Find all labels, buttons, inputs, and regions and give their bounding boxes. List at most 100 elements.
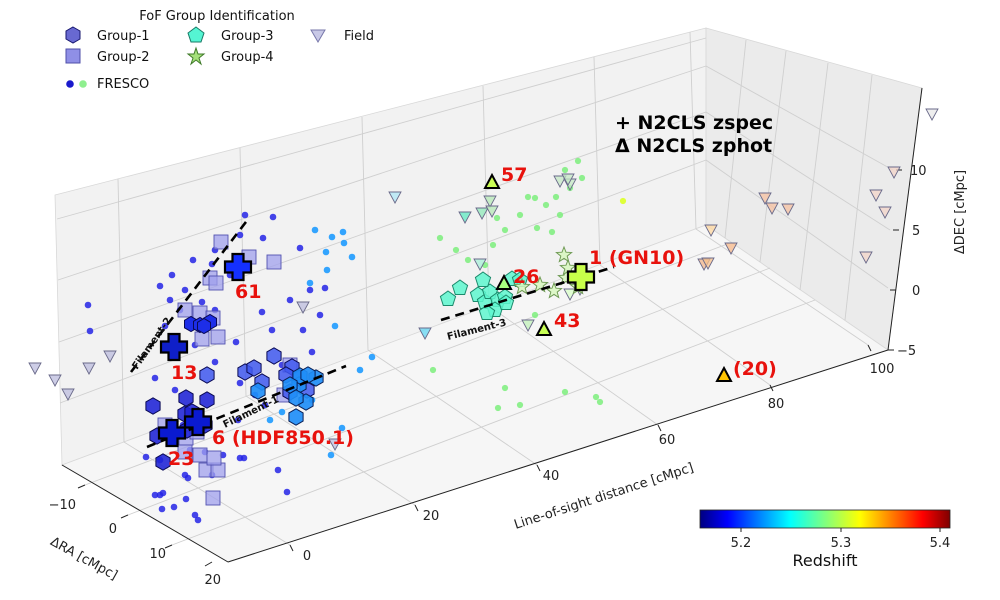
fresco-point <box>234 416 242 424</box>
colorbar-label: Redshift <box>793 551 858 570</box>
fresco-point <box>452 246 460 254</box>
y-tick-label: 0 <box>303 549 311 564</box>
fresco-point <box>524 193 532 201</box>
legend-title: FoF Group Identification <box>139 9 295 24</box>
colorbar-tick-label: 5.4 <box>930 536 951 551</box>
group-3-marker <box>497 294 515 310</box>
fresco-point <box>236 379 244 387</box>
fresco-point <box>493 214 501 222</box>
fresco-point <box>592 393 600 401</box>
zphot-triangle-marker <box>483 172 501 189</box>
fresco-point <box>316 311 324 319</box>
fresco-point <box>339 228 347 236</box>
source-label: 43 <box>554 310 580 332</box>
fresco-point <box>166 296 174 304</box>
fresco-point <box>296 244 304 252</box>
fresco-point <box>171 386 179 394</box>
fresco-point <box>189 256 197 264</box>
zspec-cross-marker <box>183 407 213 437</box>
fresco-point <box>561 388 569 396</box>
z-tick-label: −5 <box>897 344 916 359</box>
legend-group-4-label: Group-4 <box>221 50 274 65</box>
fresco-point <box>501 226 509 234</box>
z-tick-label: 10 <box>910 164 927 179</box>
field-marker <box>458 211 472 224</box>
tick-marks <box>77 169 902 567</box>
n2cls-sources <box>157 172 733 448</box>
fresco-point <box>274 466 282 474</box>
legend-group-1-marker <box>65 26 81 44</box>
fresco-point <box>84 301 92 309</box>
y-axis-line <box>227 349 889 563</box>
group-2-marker <box>205 490 221 506</box>
fresco-point <box>181 286 189 294</box>
y-axis-label: Line-of-sight distance [cMpc] <box>512 461 695 533</box>
legend-group-2-marker <box>65 48 81 64</box>
source-labels: 57 26 43 (20) 1 (GN10) 61 13 6 (HDF850.1… <box>168 164 777 470</box>
fresco-point <box>574 157 582 165</box>
group-1-marker <box>145 397 161 415</box>
fresco-point <box>436 234 444 242</box>
zphot-triangle-marker <box>535 319 553 336</box>
group-2-marker <box>177 444 193 460</box>
legend-group-3-label: Group-3 <box>221 29 274 44</box>
source-label: 26 <box>513 266 539 288</box>
legend-group-1-label: Group-1 <box>97 29 150 44</box>
group-1-marker <box>246 359 262 377</box>
x-axis-label: ΔRA [cMpc] <box>48 534 120 583</box>
group-1-marker <box>288 408 304 426</box>
fresco-point <box>86 327 94 335</box>
fresco-point <box>368 353 376 361</box>
field-marker <box>473 258 487 271</box>
group-1-marker <box>282 376 298 394</box>
fresco-point <box>182 495 190 503</box>
fresco-point <box>286 296 294 304</box>
group-4-marker <box>513 277 531 295</box>
legend-fresco-blue-dot <box>66 80 74 88</box>
group-3-marker <box>439 290 457 306</box>
fresco-point <box>501 384 509 392</box>
y-tick-label: 60 <box>659 433 676 448</box>
fresco-point <box>548 228 556 236</box>
colorbar-gradient <box>699 509 951 529</box>
field-marker <box>28 362 42 375</box>
source-label: 13 <box>171 362 197 384</box>
source-label: 61 <box>235 281 261 303</box>
field-marker <box>925 108 939 121</box>
group-1-marker <box>288 389 304 407</box>
fresco-point <box>170 503 178 511</box>
field-marker <box>758 192 772 205</box>
field-marker <box>724 242 738 255</box>
fresco-point <box>168 271 176 279</box>
field-marker <box>103 350 117 363</box>
fresco-point <box>331 322 339 330</box>
field-marker <box>521 319 535 332</box>
axis-lines <box>61 87 923 563</box>
fresco-point <box>516 401 524 409</box>
y-tick-label: 80 <box>768 397 785 412</box>
group-3-marker <box>451 279 469 295</box>
source-label: 57 <box>501 164 527 186</box>
fresco-point <box>240 454 248 462</box>
axes-panes <box>54 27 923 563</box>
zspec-cross-marker <box>159 332 189 362</box>
fresco-point <box>278 408 286 416</box>
fresco-point <box>533 224 541 232</box>
fresco-point <box>283 488 291 496</box>
zphot-triangle-marker <box>495 273 513 290</box>
zspec-note: + N2CLS zspec <box>615 112 773 134</box>
fresco-point <box>356 366 364 374</box>
field-marker <box>475 207 489 220</box>
fresco-point <box>464 256 472 264</box>
field-marker <box>485 205 499 218</box>
group-2-marker <box>192 447 208 463</box>
fresco-point <box>151 491 159 499</box>
fresco-point <box>542 201 550 209</box>
y-tick-label: 40 <box>543 469 560 484</box>
legend: FoF Group Identification Group-1 Group-2… <box>65 9 374 92</box>
zphot-note: Δ N2CLS zphot <box>615 135 772 157</box>
z-axis-line <box>887 87 923 351</box>
fresco-point <box>561 166 569 174</box>
group-1-marker <box>199 366 215 384</box>
field-marker <box>561 173 575 186</box>
